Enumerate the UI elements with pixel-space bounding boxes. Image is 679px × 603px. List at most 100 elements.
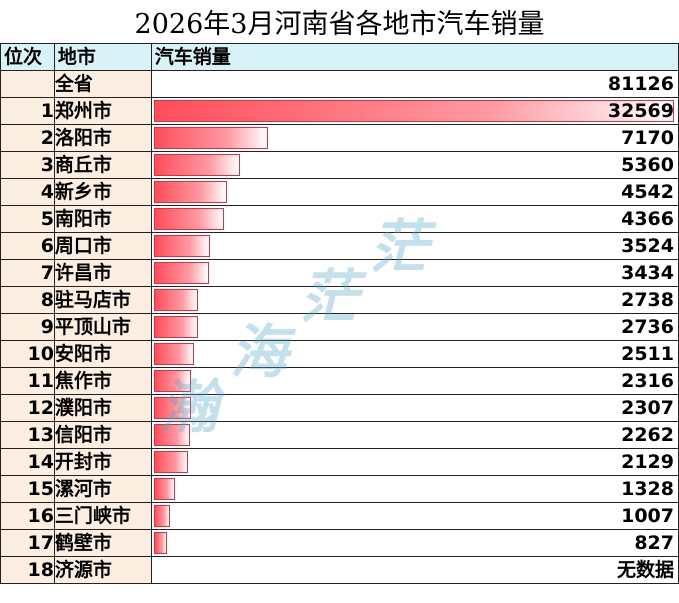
bar [153, 397, 191, 419]
table-row: 18 济源市 无数据 [0, 556, 679, 584]
city-cell: 驻马店市 [53, 286, 152, 314]
table-row: 5 南阳市 4366 [0, 205, 679, 233]
value-label: 2262 [621, 424, 674, 446]
rank-cell: 6 [0, 232, 55, 260]
value-label: 7170 [621, 127, 674, 149]
city-cell: 新乡市 [53, 178, 152, 206]
city-cell: 信阳市 [53, 421, 152, 449]
value-cell: 2307 [150, 394, 679, 422]
value-cell: 无数据 [150, 556, 679, 584]
table-row: 15 漯河市 1328 [0, 475, 679, 503]
rank-cell: 8 [0, 286, 55, 314]
total-row: 全省 81126 [0, 70, 679, 98]
rank-cell: 4 [0, 178, 55, 206]
table-row: 4 新乡市 4542 [0, 178, 679, 206]
bar [153, 208, 224, 230]
value-label: 2129 [621, 451, 674, 473]
rank-cell: 14 [0, 448, 55, 476]
city-cell: 许昌市 [53, 259, 152, 287]
rank-cell: 5 [0, 205, 55, 233]
table-row: 2 洛阳市 7170 [0, 124, 679, 152]
value-label: 2738 [621, 289, 674, 311]
bar [153, 370, 191, 392]
value-cell: 827 [150, 529, 679, 557]
rank-cell: 15 [0, 475, 55, 503]
table-row: 3 商丘市 5360 [0, 151, 679, 179]
value-label: 4542 [621, 181, 674, 203]
value-cell: 3524 [150, 232, 679, 260]
value-label: 32569 [607, 100, 674, 122]
rank-cell: 1 [0, 97, 55, 125]
city-cell: 鹤壁市 [53, 529, 152, 557]
table-row: 13 信阳市 2262 [0, 421, 679, 449]
value-label: 2736 [621, 316, 674, 338]
value-cell: 2316 [150, 367, 679, 395]
value-label: 827 [634, 532, 674, 554]
value-label: 81126 [607, 73, 674, 95]
table-row: 11 焦作市 2316 [0, 367, 679, 395]
rank-cell: 17 [0, 529, 55, 557]
value-label: 2307 [621, 397, 674, 419]
bar [153, 424, 190, 446]
bar [153, 505, 170, 527]
table-row: 10 安阳市 2511 [0, 340, 679, 368]
header-city: 地市 [53, 43, 152, 71]
city-cell: 开封市 [53, 448, 152, 476]
city-cell: 全省 [53, 70, 152, 98]
table-row: 14 开封市 2129 [0, 448, 679, 476]
city-cell: 焦作市 [53, 367, 152, 395]
value-label: 2316 [621, 370, 674, 392]
value-label: 3524 [621, 235, 674, 257]
rank-cell: 10 [0, 340, 55, 368]
value-cell: 2511 [150, 340, 679, 368]
value-cell: 1007 [150, 502, 679, 530]
rank-cell: 12 [0, 394, 55, 422]
city-cell: 平顶山市 [53, 313, 152, 341]
value-label: 无数据 [616, 559, 674, 581]
table-row: 7 许昌市 3434 [0, 259, 679, 287]
city-cell: 周口市 [53, 232, 152, 260]
rank-cell: 2 [0, 124, 55, 152]
value-cell: 1328 [150, 475, 679, 503]
value-label: 1007 [621, 505, 674, 527]
city-cell: 三门峡市 [53, 502, 152, 530]
bar [153, 127, 268, 149]
rank-cell: 11 [0, 367, 55, 395]
table-row: 8 驻马店市 2738 [0, 286, 679, 314]
sales-table: 位次 地市 汽车销量 全省 81126 1 郑州市 32569 2 洛阳市 7170 3 商丘市 5… [0, 43, 679, 584]
bar [153, 316, 198, 338]
city-cell: 安阳市 [53, 340, 152, 368]
value-cell: 2738 [150, 286, 679, 314]
bar [153, 181, 227, 203]
value-label: 2511 [621, 343, 674, 365]
table-row: 6 周口市 3524 [0, 232, 679, 260]
rank-cell: 18 [0, 556, 55, 584]
city-cell: 商丘市 [53, 151, 152, 179]
bar [153, 262, 209, 284]
value-label: 1328 [621, 478, 674, 500]
bar [153, 478, 175, 500]
value-cell: 5360 [150, 151, 679, 179]
value-label: 3434 [621, 262, 674, 284]
table-row: 17 鹤壁市 827 [0, 529, 679, 557]
city-cell: 濮阳市 [53, 394, 152, 422]
value-cell: 32569 [150, 97, 679, 125]
value-cell: 4542 [150, 178, 679, 206]
rank-cell: 13 [0, 421, 55, 449]
header-rank: 位次 [0, 43, 55, 71]
rank-cell: 16 [0, 502, 55, 530]
bar [153, 100, 674, 122]
bar [153, 235, 210, 257]
value-label: 5360 [621, 154, 674, 176]
table-row: 12 濮阳市 2307 [0, 394, 679, 422]
table-row: 16 三门峡市 1007 [0, 502, 679, 530]
header-row: 位次 地市 汽车销量 [0, 43, 679, 71]
city-cell: 洛阳市 [53, 124, 152, 152]
value-cell: 2736 [150, 313, 679, 341]
city-cell: 郑州市 [53, 97, 152, 125]
rank-cell: 9 [0, 313, 55, 341]
bar [153, 343, 194, 365]
value-cell: 4366 [150, 205, 679, 233]
city-cell: 漯河市 [53, 475, 152, 503]
value-cell: 3434 [150, 259, 679, 287]
